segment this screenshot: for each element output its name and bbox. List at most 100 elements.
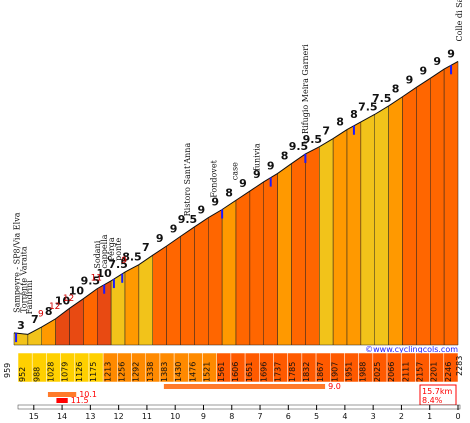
km-tick-label: 6 (286, 412, 291, 421)
gradient-label: 8 (350, 108, 358, 121)
km-tick-label: 14 (57, 412, 67, 421)
gradient-label: 9 (156, 232, 164, 245)
altitude-label: 1785 (288, 362, 297, 382)
km-tick-label: 2 (399, 412, 404, 421)
gradient-label: 10 (97, 267, 113, 280)
km-tick-label: 8 (229, 412, 234, 421)
altitude-label: 1737 (274, 362, 283, 382)
altitude-label: 1079 (61, 362, 70, 382)
profile-segment (263, 172, 278, 346)
km-tick-label: 0 (455, 412, 460, 421)
altitude-band: 952 988 1028 1079 1126 1175 1213 1256 1292 1338 13… (17, 352, 459, 383)
profile-segment (166, 235, 181, 346)
altitude-label: 2025 (373, 362, 382, 382)
gradient-label: 8 (45, 305, 53, 318)
landmark-marker (15, 333, 18, 343)
gradient-label: 7.5 (108, 258, 128, 271)
gradient-label: 8 (392, 83, 400, 96)
profile-segment (27, 326, 42, 346)
gradient-label: 9 (447, 47, 455, 60)
gradient-label: 9.5 (178, 213, 198, 226)
profile-segment (346, 121, 362, 346)
altitude-label: 1028 (46, 362, 55, 382)
km-axis: 15 14 13 12 11 10 9 8 7 6 5 4 3 2 1 0 (29, 405, 461, 421)
km-tick-label: 4 (342, 412, 347, 421)
altitude-cell (443, 352, 459, 383)
profile-segment (152, 245, 167, 346)
gradient-label: 9 (267, 159, 275, 172)
km-tick-label: 11 (142, 412, 152, 421)
profile-segment (319, 138, 334, 346)
altitude-label: 1430 (174, 362, 183, 382)
gradient-label: 9 (406, 73, 414, 86)
gradient-label: 9 (239, 177, 247, 190)
landmark-label: Sampeyre - SP8/Via Elva (13, 212, 22, 313)
gradient-label: 10 (55, 294, 71, 307)
steep-gradient-label: 12 (49, 302, 60, 312)
altitude-label: 1651 (245, 362, 254, 382)
altitude-label: 1213 (103, 362, 112, 382)
gradient-label-layer: 3 7810109.5107.58.57999.599899989.59.5788… (17, 47, 455, 331)
watermark: ©www.cyclingcols.com (365, 345, 458, 354)
km-tick-label: 10 (170, 412, 180, 421)
summary-box: 15.7km 8.4% (419, 384, 457, 406)
profile-segment (69, 298, 84, 346)
profile-segment (443, 61, 459, 346)
profile-segment (430, 68, 445, 346)
altitude-label: 952 (18, 367, 27, 382)
km-axis-bar (17, 404, 461, 410)
gradient-label: 8 (225, 186, 233, 199)
km-tick-label: 3 (371, 412, 376, 421)
max-stretch-bar (56, 398, 68, 403)
profile-segment (332, 129, 348, 346)
steep-gradient-label: 12 (63, 294, 74, 304)
km-tick-label: 12 (114, 412, 124, 421)
profile-segment (305, 146, 320, 346)
profile-segment (221, 199, 237, 346)
landmark-marker (112, 279, 115, 289)
landmark-label: Sodani (93, 240, 102, 268)
profile-segment (291, 153, 306, 346)
landmark-marker (352, 125, 355, 135)
altitude-label: 1907 (330, 362, 339, 382)
profile-segment (194, 217, 209, 346)
gradient-label: 7 (142, 241, 150, 254)
profile-segment (402, 86, 417, 346)
landmark-marker (221, 209, 224, 219)
gradient-label: 9 (253, 168, 261, 181)
profile-segment (138, 254, 153, 346)
km-tick-label: 7 (257, 412, 262, 421)
profile-segment (208, 209, 223, 346)
km-tick-label: 1 (427, 412, 432, 421)
gradient-label: 9.5 (81, 275, 101, 288)
steep-gradient-label: 9 (38, 309, 44, 319)
altitude-label: 1292 (132, 362, 141, 382)
gradient-label: 9 (170, 222, 178, 235)
landmark-label: Ristoro Sant'Anna (183, 143, 192, 217)
max-stretch-bar (47, 392, 77, 397)
landmark-label: Colle di Sampeyre (455, 0, 464, 41)
altitude-label: 1338 (146, 362, 155, 382)
gradient-label: 9 (433, 55, 441, 68)
altitude-label: 1476 (188, 362, 197, 382)
altitude-label: 2246 (444, 362, 453, 382)
start-altitude: 959 (3, 363, 12, 378)
landmark-label: Fondovet (210, 159, 219, 197)
gradient-label: 9 (419, 64, 427, 77)
altitude-label: 1832 (302, 362, 311, 382)
gradient-label: 9 (197, 204, 205, 217)
gradient-label: 7.5 (372, 92, 392, 105)
profile-segment (124, 264, 140, 346)
profile-segment (180, 226, 195, 346)
landmark-marker (121, 273, 124, 283)
landmark-marker (269, 177, 272, 187)
gradient-label: 7.5 (358, 100, 378, 113)
gradient-label: 8.5 (122, 251, 142, 264)
altitude-label: 1521 (203, 362, 212, 382)
altitude-label: 1606 (231, 362, 240, 382)
landmark-marker (103, 284, 106, 294)
gradient-label: 9 (211, 195, 219, 208)
landmark-marker (450, 65, 453, 75)
